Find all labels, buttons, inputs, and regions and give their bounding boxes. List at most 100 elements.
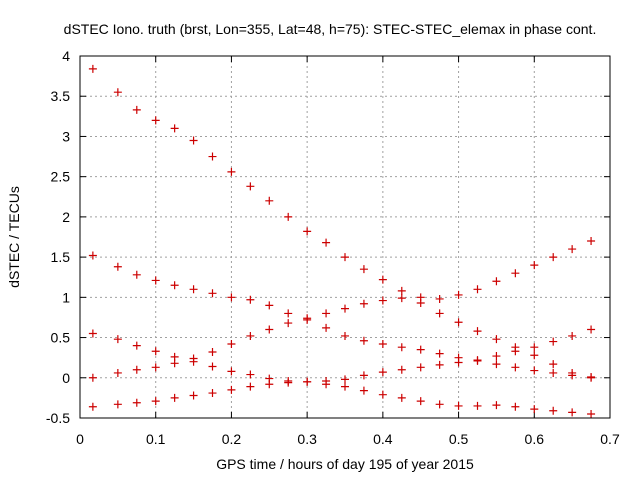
data-point (284, 309, 293, 318)
x-tick-label: 0.4 (373, 431, 393, 447)
grid (80, 56, 610, 418)
y-tick-label: 2 (62, 209, 70, 225)
series-5 (88, 377, 596, 418)
data-point (208, 289, 217, 298)
data-point (132, 270, 141, 279)
data-point (454, 318, 463, 327)
data-point (511, 363, 520, 372)
data-point (208, 362, 217, 371)
data-point (265, 301, 274, 310)
data-point (170, 124, 179, 133)
data-point (473, 327, 482, 336)
data-point (492, 352, 501, 361)
data-point (378, 390, 387, 399)
data-point (492, 277, 501, 286)
data-point (113, 368, 122, 377)
data-point (530, 351, 539, 360)
data-point (322, 323, 331, 332)
data-point (303, 227, 312, 236)
data-point (359, 265, 368, 274)
data-point (189, 391, 198, 400)
y-tick-label: 2.5 (51, 169, 71, 185)
data-point (435, 349, 444, 358)
data-point (568, 408, 577, 417)
data-point (132, 105, 141, 114)
data-point (378, 275, 387, 284)
x-tick-label: 0.3 (297, 431, 317, 447)
x-tick-label: 0.7 (600, 431, 620, 447)
data-point (397, 294, 406, 303)
data-point (435, 400, 444, 409)
data-point (549, 406, 558, 415)
data-point (246, 331, 255, 340)
data-point (341, 304, 349, 313)
data-point (227, 339, 236, 348)
data-point (397, 393, 406, 402)
x-tick-label: 0.1 (146, 431, 166, 447)
data-point (227, 167, 236, 176)
data-point (322, 238, 331, 247)
data-point (511, 269, 520, 278)
y-tick-label: 3.5 (51, 88, 71, 104)
data-point (416, 293, 425, 302)
data-point (208, 152, 217, 161)
data-point (322, 380, 331, 389)
data-point (227, 385, 236, 394)
data-point (416, 345, 425, 354)
data-point (587, 409, 596, 418)
data-point (208, 348, 217, 357)
data-point (341, 382, 349, 391)
data-point (511, 402, 520, 411)
data-point (113, 262, 122, 271)
data-point (151, 276, 160, 285)
y-tick-label: 1 (62, 289, 70, 305)
data-point (151, 363, 160, 372)
data-point (151, 347, 160, 356)
data-point (454, 401, 463, 410)
data-point (132, 365, 141, 374)
data-point (88, 402, 97, 411)
data-point (473, 285, 482, 294)
data-point (265, 380, 274, 389)
data-point (284, 212, 293, 221)
data-point (492, 401, 501, 410)
data-point (246, 370, 255, 379)
data-point (113, 88, 122, 97)
data-point (88, 373, 97, 382)
series-4 (88, 237, 596, 382)
data-point (416, 397, 425, 406)
y-tick-label: 0 (62, 370, 70, 386)
data-point (397, 343, 406, 352)
data-point (530, 261, 539, 270)
data-point (530, 366, 539, 375)
series-3 (88, 325, 596, 386)
data-point (170, 393, 179, 402)
data-point (227, 367, 236, 376)
data-point (132, 341, 141, 350)
series-1 (88, 64, 596, 382)
data-point (303, 314, 312, 323)
data-point (473, 401, 482, 410)
x-axis-label: GPS time / hours of day 195 of year 2015 (216, 456, 474, 472)
data-point (378, 368, 387, 377)
data-point (189, 354, 198, 363)
data-point (549, 337, 558, 346)
data-point (88, 251, 97, 260)
data-point (132, 398, 141, 407)
data-point (88, 64, 97, 73)
data-point (359, 299, 368, 308)
data-point (359, 336, 368, 345)
data-point (284, 319, 293, 328)
tick-labels: 0 0.1 0.2 0.3 0.4 0.5 0.6 0.7 -0.5 0 0.5 1 1.5 2 2.5 3 3… (46, 48, 620, 447)
data-point (587, 237, 596, 246)
data-point (189, 136, 198, 145)
data-point (88, 329, 97, 338)
data-point (530, 343, 539, 352)
data-point (416, 363, 425, 372)
data-point (568, 245, 577, 254)
x-tick-label: 0.5 (449, 431, 469, 447)
data-point (359, 386, 368, 395)
data-point (208, 389, 217, 398)
data-point (568, 371, 577, 380)
